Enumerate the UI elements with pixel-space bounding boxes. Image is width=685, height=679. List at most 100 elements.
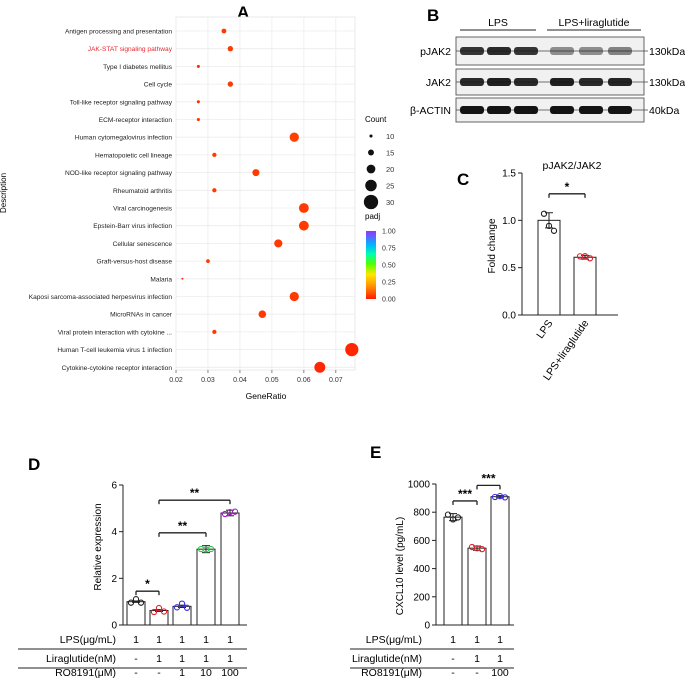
condition-value: 1: [497, 653, 503, 665]
condition-value: 1: [203, 653, 209, 665]
blot-band: [550, 78, 574, 86]
chart-e: 0 200 400 600 800 1000 *** *** LPS(μg/mL) 1 1 1 Lira…: [350, 471, 514, 679]
blot-size-label: 130kDa: [649, 77, 685, 89]
dot-rheumatoid-arthritis: [212, 188, 217, 193]
y-tick-label: 400: [413, 564, 430, 575]
significance-label: ***: [458, 487, 472, 501]
condition-value: -: [134, 653, 138, 665]
data-point: [454, 514, 462, 521]
dot-toll-like-receptor-signaling-pathway: [196, 100, 200, 104]
size-legend-dot: [368, 149, 374, 156]
data-point: [478, 546, 486, 553]
condition-value: -: [134, 667, 138, 679]
bar: [220, 512, 240, 626]
y-tick-label: 0.5: [502, 263, 516, 274]
dot-type-i-diabetes-mellitus: [196, 64, 200, 68]
condition-row-label: RO8191(μM): [55, 667, 116, 679]
bar: [149, 610, 169, 626]
condition-value: -: [451, 653, 455, 665]
dot-viral-carcinogenesis: [298, 203, 309, 213]
size-legend-label: 25: [386, 182, 394, 191]
chart-d-y-label: Relative expression: [93, 503, 104, 590]
y-tick-label: 200: [413, 592, 430, 603]
term-label: MicroRNAs in cancer: [110, 312, 173, 319]
panel-label-d: D: [28, 455, 40, 474]
blot-band: [487, 106, 511, 114]
blot-band: [579, 47, 603, 55]
y-tick-label: 800: [413, 508, 430, 519]
size-legend-dot: [369, 134, 373, 138]
x-tick-label: 0.03: [201, 377, 215, 384]
dot-hematopoietic-cell-lineage: [212, 152, 217, 158]
color-legend-label: 0.25: [382, 280, 396, 287]
dot-malaria: [181, 277, 184, 280]
blot-band: [608, 78, 632, 86]
x-tick-label: 0.02: [169, 377, 183, 384]
y-tick-label: 6: [111, 481, 117, 492]
dotplot-gridlines: [175, 17, 355, 370]
dot-viral-protein-interaction-with-cytokine-: [212, 329, 217, 335]
dot-cell-cycle: [227, 81, 234, 87]
data-point: [550, 227, 558, 234]
blot-band: [487, 47, 511, 55]
size-legend-dot: [363, 194, 379, 210]
dot-kaposi-sarcoma-associated-herpesvirus-infection: [289, 291, 299, 302]
significance-label: **: [178, 519, 188, 533]
color-legend-label: 0.00: [382, 297, 396, 304]
term-label: Viral protein interaction with cytokine …: [58, 329, 172, 336]
condition-value: 1: [227, 653, 233, 665]
y-tick-label: 0: [424, 621, 430, 632]
condition-value: -: [475, 667, 479, 679]
term-label: Cellular senescence: [113, 241, 173, 248]
data-point: [231, 508, 239, 515]
blot-row-label: JAK2: [426, 77, 451, 89]
term-label: Epstein-Barr virus infection: [93, 223, 172, 230]
condition-value: 1: [156, 653, 162, 665]
condition-value: 100: [491, 667, 509, 679]
blot-band: [460, 106, 484, 114]
blot-band: [514, 78, 538, 86]
color-legend-title: padj: [365, 212, 380, 221]
panel-e: E CXCL10 level (pg/mL) 0 200 400 600 800 1000…: [350, 443, 514, 679]
dotplot-points: [181, 28, 359, 373]
dotplot-x-axis-label: GeneRatio: [246, 391, 287, 401]
blot-rows: pJAK2 130kDa JAK2 130kDa β-ACTIN 40kDa: [410, 36, 685, 123]
size-legend-dot: [365, 179, 377, 192]
term-label: Rheumatoid arthritis: [113, 188, 173, 195]
blot-size-label: 40kDa: [649, 105, 680, 117]
condition-row-label: RO8191(μM): [361, 667, 422, 679]
dot-jak-stat-signaling-pathway: [227, 46, 234, 52]
term-label: Human T-cell leukemia virus 1 infection: [57, 347, 172, 354]
dot-cellular-senescence: [274, 239, 283, 248]
condition-value: -: [157, 667, 161, 679]
term-label: Antigen processing and presentation: [65, 29, 172, 36]
term-label: Cell cycle: [144, 82, 173, 89]
y-tick-label: 0: [111, 621, 117, 632]
size-legend-title: Count: [365, 115, 387, 124]
blot-band: [608, 106, 632, 114]
chart-c-title: pJAK2/JAK2: [543, 160, 602, 172]
group-label-lps-liraglutide: LPS+liraglutide: [559, 17, 630, 29]
panel-label-e: E: [370, 443, 381, 462]
y-tick-label: 1000: [408, 480, 431, 491]
condition-value: 1: [179, 667, 185, 679]
x-tick-label: 0.05: [265, 377, 279, 384]
panel-d: D Relative expression 0246*****LPS(μg/mL…: [18, 455, 247, 679]
y-tick-label: 2: [111, 574, 117, 585]
data-point: [127, 599, 135, 606]
condition-value: 1: [497, 634, 503, 646]
data-point: [155, 604, 163, 612]
term-label: Type I diabetes mellitus: [103, 64, 173, 71]
x-tick-label: 0.07: [329, 377, 343, 384]
blot-band: [550, 47, 574, 55]
condition-value: 100: [221, 667, 239, 679]
padj-colorbar: [366, 231, 376, 299]
panel-c: C pJAK2/JAK2 Fold change 0.0 0.5 1.0 1.5 * LP…: [457, 160, 618, 383]
blot-band: [579, 78, 603, 86]
data-point: [137, 599, 145, 606]
data-point: [132, 596, 140, 603]
chart-c-y-label: Fold change: [487, 218, 498, 273]
dotplot-y-axis-label: Description: [0, 173, 8, 213]
